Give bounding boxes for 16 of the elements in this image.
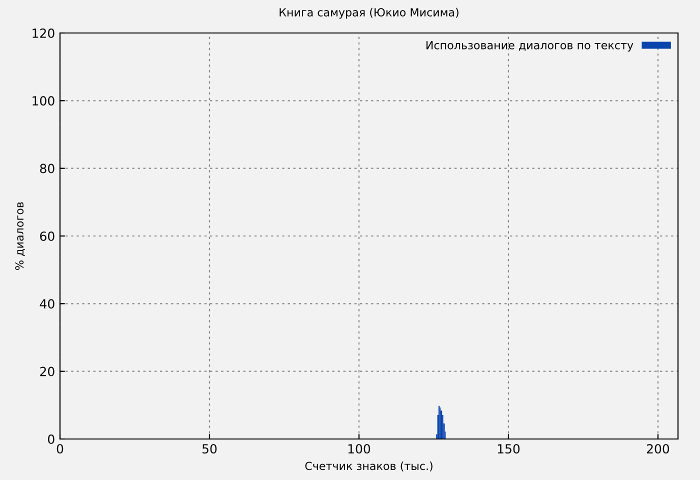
y-tick-label: 40 (40, 299, 54, 309)
x-tick-label: 100 (348, 444, 370, 454)
y-tick-label: 60 (40, 231, 54, 241)
y-tick-label: 120 (32, 28, 54, 38)
x-tick-label: 150 (498, 444, 520, 454)
x-tick-label: 200 (646, 444, 670, 454)
x-tick-label: 0 (56, 444, 64, 454)
x-axis-title: Счетчик знаков (тыс.) (305, 462, 432, 472)
y-tick-label: 0 (48, 434, 54, 444)
chart-title: Книга самурая (Юкио Мисима) (280, 8, 458, 19)
legend-label: Использование диалогов по тексту (426, 41, 634, 52)
y-tick-label: 80 (40, 164, 54, 174)
y-tick-label: 20 (40, 366, 54, 376)
y-axis-title: % диалогов (15, 202, 25, 270)
x-tick-label: 50 (202, 444, 217, 454)
y-tick-label: 100 (32, 96, 54, 106)
